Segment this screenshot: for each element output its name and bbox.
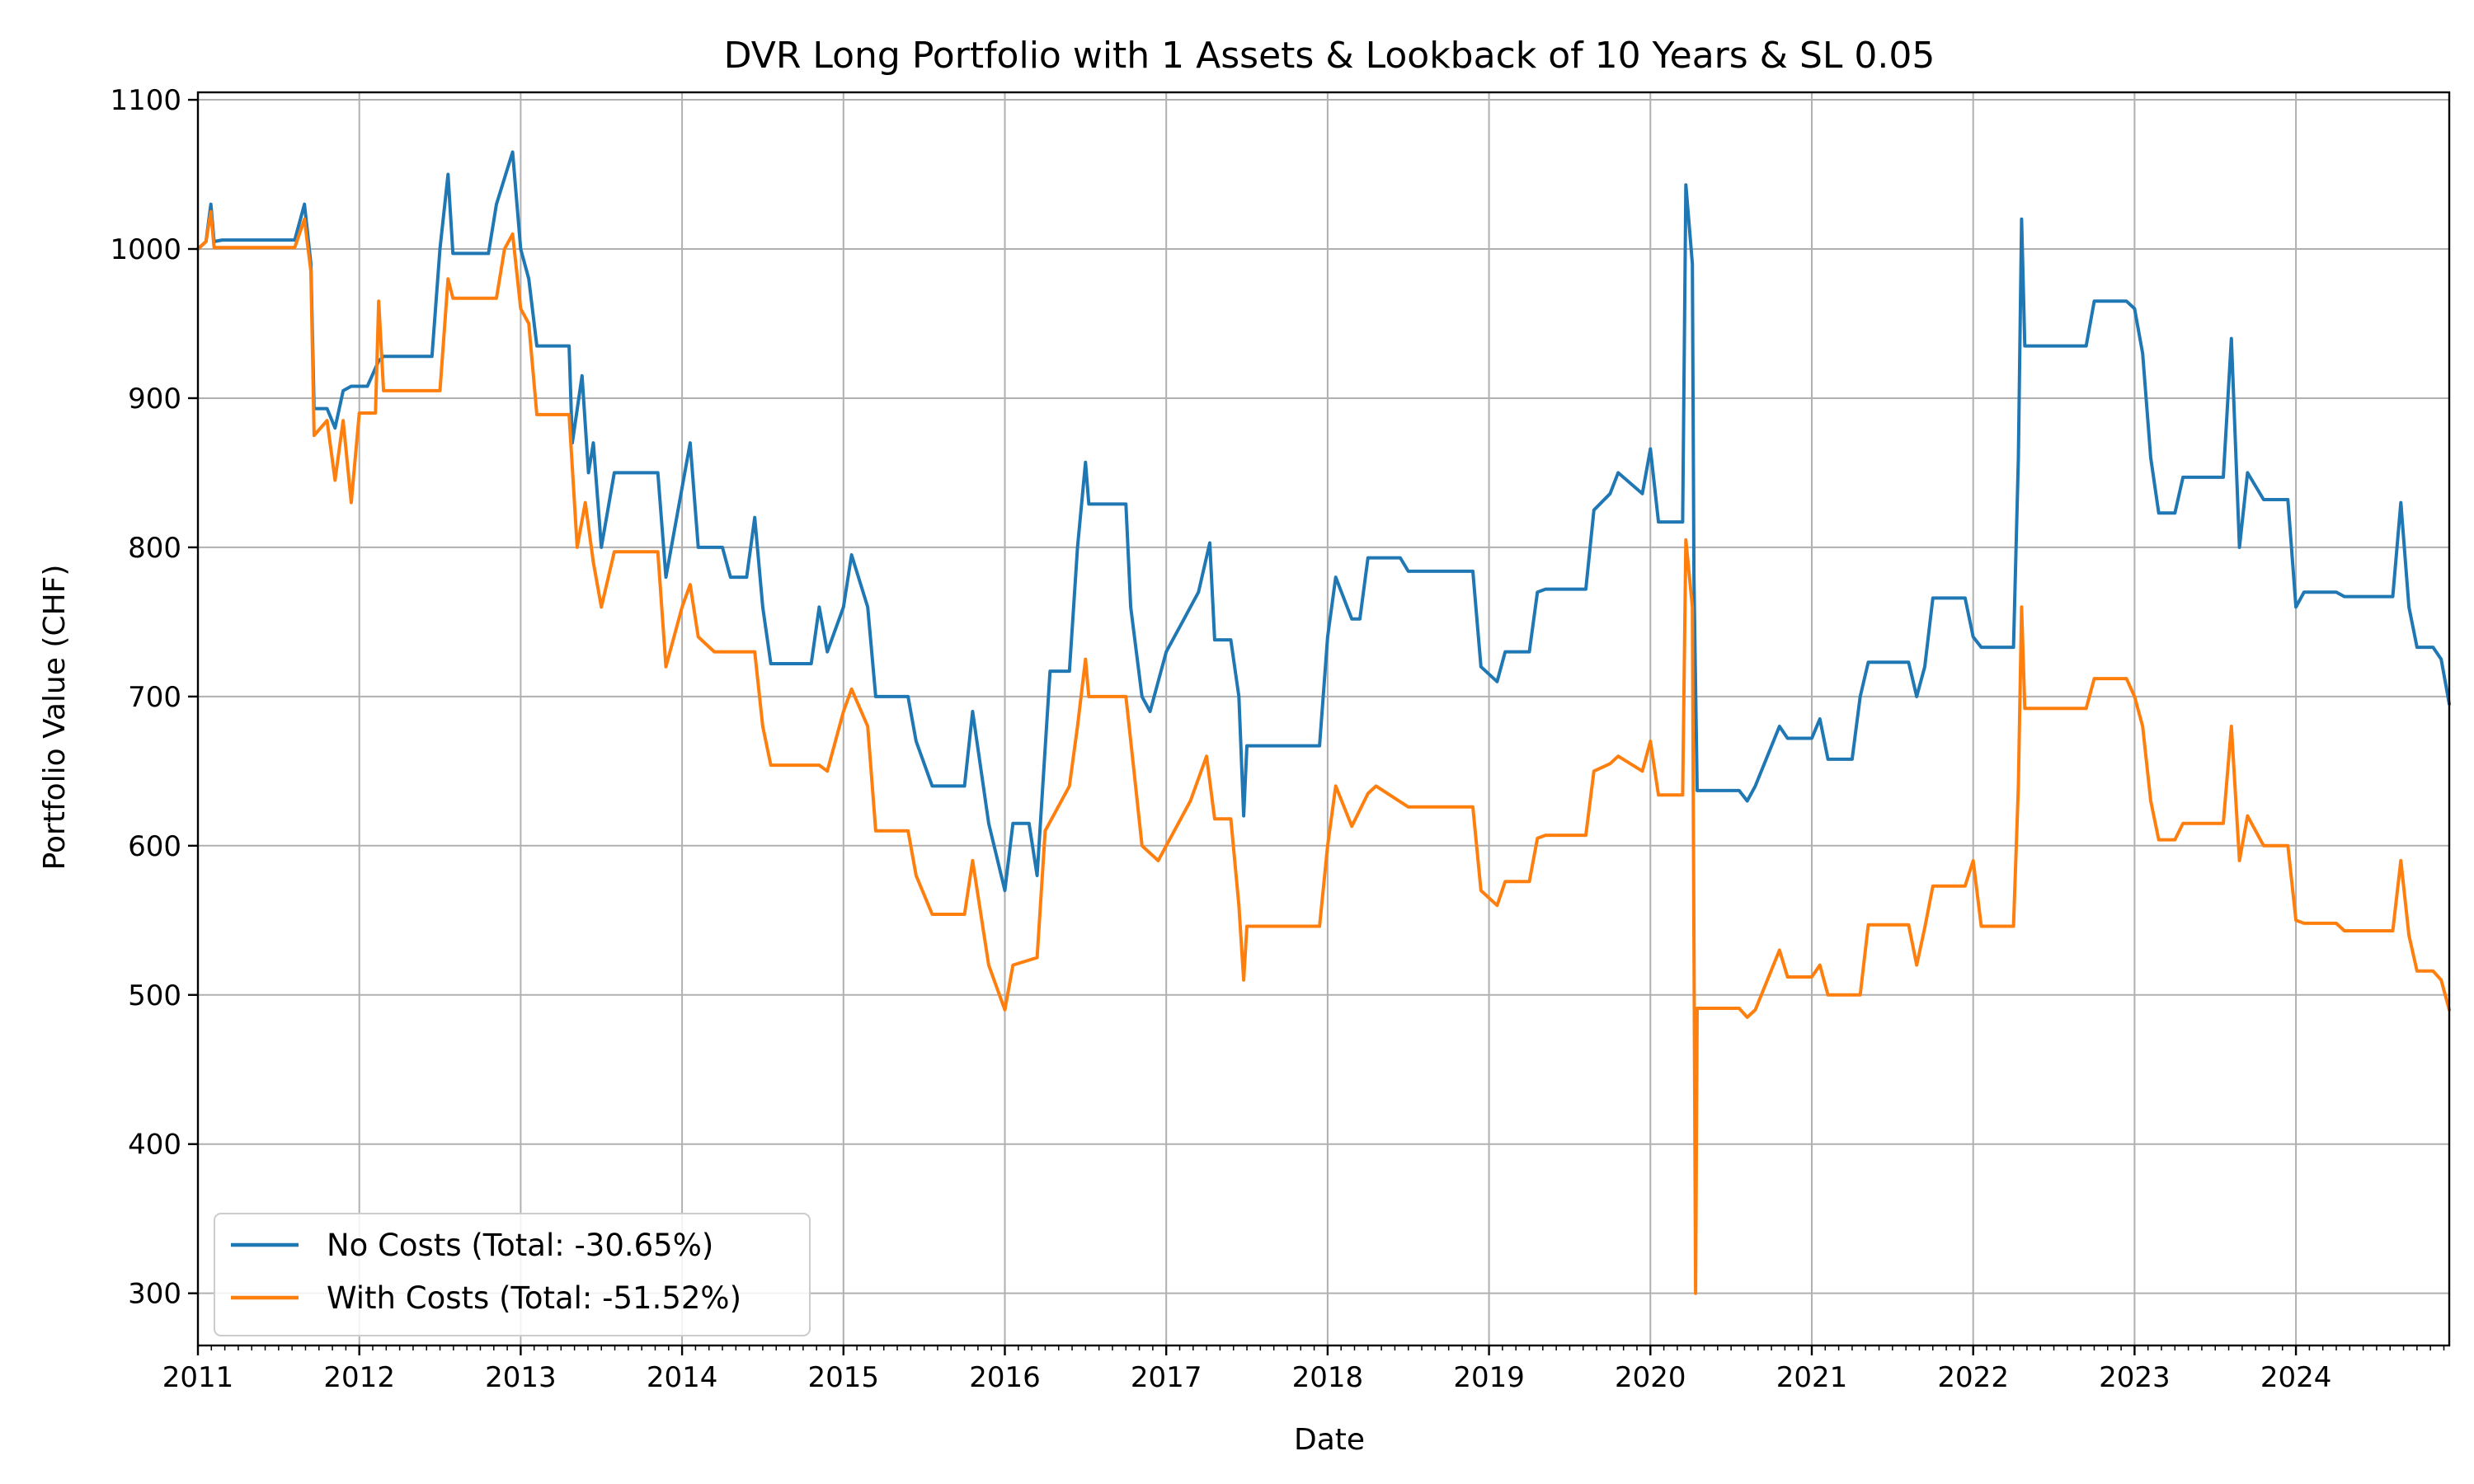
- x-tick-label: 2014: [647, 1361, 718, 1394]
- y-tick-label: 700: [128, 681, 181, 714]
- x-tick-label: 2019: [1453, 1361, 1525, 1394]
- x-tick-label: 2024: [2260, 1361, 2332, 1394]
- legend-box: [214, 1213, 811, 1336]
- x-tick-label: 2018: [1292, 1361, 1364, 1394]
- y-tick-label: 900: [128, 383, 181, 416]
- legend-label-no-costs: No Costs (Total: -30.65%): [327, 1228, 713, 1263]
- y-tick-label: 1100: [110, 84, 181, 117]
- y-tick-label: 800: [128, 532, 181, 565]
- y-tick-label: 300: [128, 1278, 181, 1311]
- x-tick-label: 2022: [1937, 1361, 2009, 1394]
- y-axis-ticks: 300 400 500 600 700 800 900 1000 1100: [110, 84, 198, 1311]
- x-tick-label: 2023: [2099, 1361, 2171, 1394]
- legend: No Costs (Total: -30.65%) With Costs (To…: [214, 1213, 811, 1336]
- series-line-with-costs: [196, 209, 2451, 1295]
- x-axis-label: Date: [1294, 1423, 1365, 1457]
- y-tick-label: 600: [128, 830, 181, 863]
- x-tick-label: 2015: [808, 1361, 880, 1394]
- x-tick-label: 2017: [1131, 1361, 1202, 1394]
- plot-frame: [196, 91, 2451, 1347]
- x-tick-label: 2011: [162, 1361, 234, 1394]
- x-axis-ticks: 2011 2012 2013 2014 2015 2016 2017 2018 2019 2020…: [162, 1345, 2445, 1394]
- y-tick-label: 400: [128, 1129, 181, 1162]
- y-tick-label: 1000: [110, 233, 181, 266]
- chart-title: DVR Long Portfolio with 1 Assets & Lookb…: [724, 35, 1935, 77]
- x-tick-label: 2016: [969, 1361, 1041, 1394]
- series-layer: [196, 150, 2451, 1295]
- series-line-no-costs: [196, 150, 2451, 893]
- x-tick-label: 2012: [323, 1361, 395, 1394]
- y-tick-label: 500: [128, 979, 181, 1012]
- x-tick-label: 2021: [1776, 1361, 1848, 1394]
- legend-label-with-costs: With Costs (Total: -51.52%): [327, 1280, 741, 1316]
- x-tick-label: 2020: [1615, 1361, 1686, 1394]
- x-tick-label: 2013: [485, 1361, 557, 1394]
- y-axis-label: Portfolio Value (CHF): [38, 565, 72, 871]
